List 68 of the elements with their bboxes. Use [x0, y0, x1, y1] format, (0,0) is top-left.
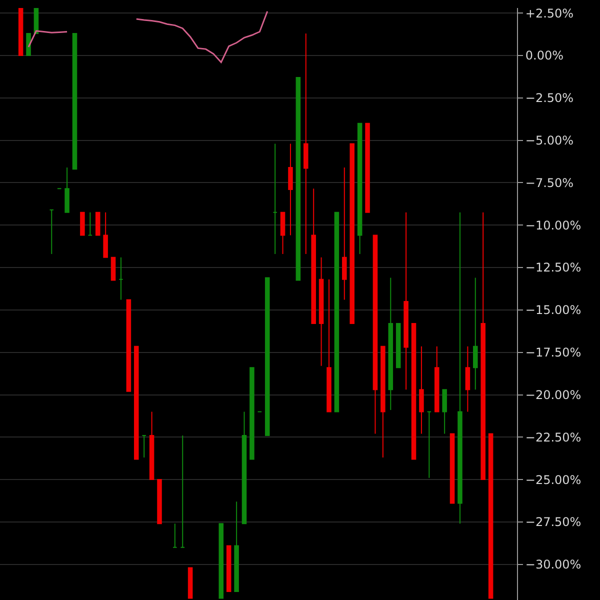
candlestick [311, 188, 316, 324]
candlestick [218, 523, 224, 599]
candlestick [488, 433, 494, 599]
y-tick-label: −22.50% [525, 430, 582, 444]
candlestick [242, 411, 247, 524]
y-tick-label: −7.50% [525, 176, 574, 190]
y-tick-label: 0.00% [525, 48, 564, 63]
candlestick [473, 277, 478, 390]
candlestick [342, 166, 347, 300]
candlestick [88, 212, 93, 236]
candlestick [95, 212, 100, 236]
y-tick-label: −17.50% [525, 346, 582, 360]
candlestick [110, 256, 116, 281]
candlestick [411, 323, 416, 460]
candlestick [380, 346, 386, 458]
candlestick [442, 389, 447, 434]
candlestick [149, 411, 154, 480]
y-tick-label: +2.50% [525, 6, 574, 20]
candlestick [103, 212, 108, 258]
y-tick-label: −20.00% [525, 388, 582, 402]
candlestick [365, 122, 370, 213]
candlestick [465, 346, 470, 412]
candlestick [172, 523, 178, 548]
candlestick [72, 32, 78, 170]
candlestick [49, 209, 54, 254]
candlestick [357, 122, 362, 254]
candlestick [80, 212, 85, 236]
candlestick [404, 212, 408, 390]
candlestick [372, 234, 378, 434]
y-tick-label: −12.50% [525, 260, 582, 275]
candlestick [288, 143, 293, 236]
candlestick [450, 433, 455, 504]
candlestick [296, 77, 301, 281]
candlestick [26, 32, 31, 56]
candlestick [396, 323, 401, 368]
y-tick-label: −15.00% [525, 303, 582, 318]
candlestick [134, 346, 139, 460]
candlestick [434, 346, 440, 412]
candlestick [280, 212, 286, 254]
candlestick [250, 367, 254, 460]
y-tick-label: −25.00% [525, 472, 582, 487]
candlestick [180, 434, 185, 548]
candlestick [326, 278, 332, 412]
candlestick [264, 277, 270, 436]
candlestick [419, 346, 424, 434]
candlestick [480, 212, 486, 480]
candlestick [426, 411, 432, 478]
candlestick [118, 256, 124, 300]
candlestick [142, 434, 146, 458]
candlestick [350, 143, 354, 324]
candlestick [388, 277, 394, 411]
candlestick [18, 8, 24, 56]
candlestick [272, 143, 278, 254]
y-tick-label: −5.00% [525, 134, 574, 148]
candlestick [318, 256, 324, 366]
candlestick [188, 567, 193, 599]
candlestick [126, 299, 132, 392]
candlestick [64, 166, 70, 213]
candlestick [304, 32, 308, 254]
candlestick [157, 479, 162, 524]
candlestick [234, 501, 239, 592]
y-tick-label: −27.50% [525, 515, 582, 530]
candlestick [226, 545, 232, 592]
y-tick-label: −2.50% [525, 91, 574, 106]
y-tick-label: −10.00% [525, 218, 582, 232]
candlestick [458, 212, 462, 524]
y-tick-label: −30.00% [525, 558, 582, 572]
candlestick [334, 212, 340, 412]
